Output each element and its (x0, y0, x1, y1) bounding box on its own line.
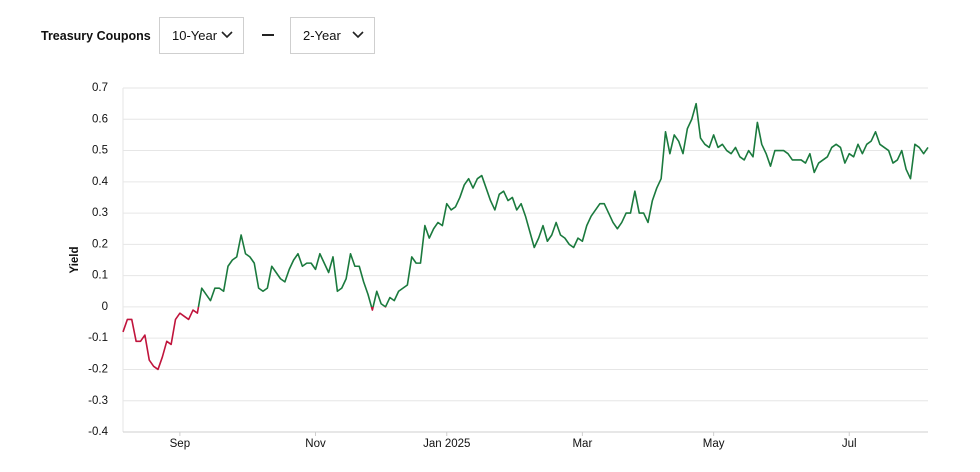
x-tick-label: Mar (572, 438, 592, 450)
y-tick-label: -0.2 (88, 363, 108, 375)
y-tick-label: 0.5 (92, 145, 108, 157)
chevron (221, 31, 233, 39)
control-label: Treasury Coupons (41, 29, 151, 43)
y-tick-label: 0.1 (92, 270, 108, 282)
x-tick-label: Jan 2025 (423, 438, 470, 450)
x-tick-label: May (703, 438, 725, 450)
x-tick-label: Nov (305, 438, 326, 450)
dropdown[interactable]: 10-Year (159, 17, 244, 54)
separator (262, 34, 274, 36)
chevron (352, 31, 364, 39)
y-tick-label: 0.6 (92, 113, 108, 125)
dropdown[interactable]: 2-Year (290, 17, 375, 54)
y-tick-label: -0.1 (88, 332, 108, 344)
dropdown-value: 10-Year (172, 28, 218, 43)
y-tick-label: 0.2 (92, 238, 108, 250)
y-tick-label: 0.3 (92, 207, 108, 219)
y-tick-label: -0.4 (88, 426, 108, 438)
x-tick-label: Jul (842, 438, 857, 450)
yield-line (122, 102, 929, 371)
y-tick-label: -0.3 (88, 395, 108, 407)
x-tick-label: Sep (170, 438, 190, 450)
y-tick-label: 0.7 (92, 82, 108, 94)
y-tick-label: 0 (102, 301, 108, 313)
y-tick-label: 0.4 (92, 176, 109, 188)
y-axis-label: Yield (69, 246, 81, 273)
dropdown-value: 2-Year (303, 28, 341, 43)
